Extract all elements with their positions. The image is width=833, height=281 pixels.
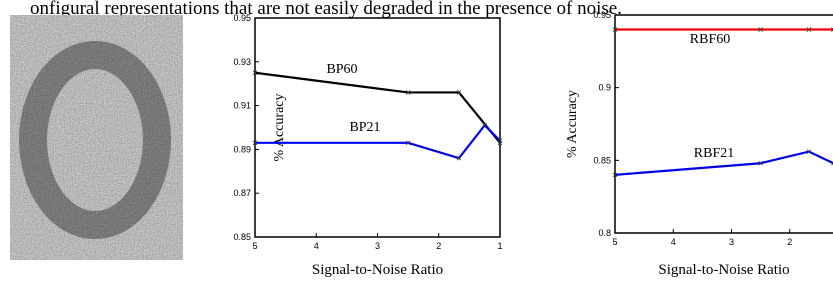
series-label: BP60 — [326, 62, 357, 77]
noisy-image — [10, 15, 183, 260]
x-tick-label: 2 — [436, 241, 441, 251]
y-tick-label: 0.87 — [233, 188, 251, 198]
x-tick-label: 4 — [314, 241, 319, 251]
y-tick-label: 0.91 — [233, 101, 251, 111]
x-tick-label: 2 — [787, 237, 792, 247]
x-tick-label: 3 — [729, 237, 734, 247]
y-axis-label: % Accuracy — [272, 93, 287, 161]
series-label: RBF21 — [694, 146, 734, 161]
y-tick-label: 0.95 — [593, 10, 611, 20]
y-tick-label: 0.8 — [598, 228, 611, 238]
x-tick-label: 5 — [252, 241, 257, 251]
plot-frame — [615, 15, 833, 233]
x-axis-label: Signal-to-Noise Ratio — [312, 262, 443, 278]
x-tick-label: 1 — [497, 241, 502, 251]
x-tick-label: 5 — [612, 237, 617, 247]
y-axis-label: % Accuracy — [565, 90, 580, 158]
y-tick-label: 0.93 — [233, 57, 251, 67]
x-tick-label: 4 — [671, 237, 676, 247]
series-label: BP21 — [349, 120, 380, 135]
y-tick-label: 0.85 — [233, 232, 251, 242]
y-tick-label: 0.89 — [233, 144, 251, 154]
figure: onfigural representations that are not e… — [0, 0, 833, 281]
y-tick-label: 0.9 — [598, 83, 611, 93]
series-label: RBF60 — [690, 32, 730, 47]
x-axis-label: Signal-to-Noise Ratio — [658, 262, 789, 278]
y-tick-label: 0.95 — [233, 13, 251, 23]
y-tick-label: 0.85 — [593, 155, 611, 165]
x-tick-label: 3 — [375, 241, 380, 251]
